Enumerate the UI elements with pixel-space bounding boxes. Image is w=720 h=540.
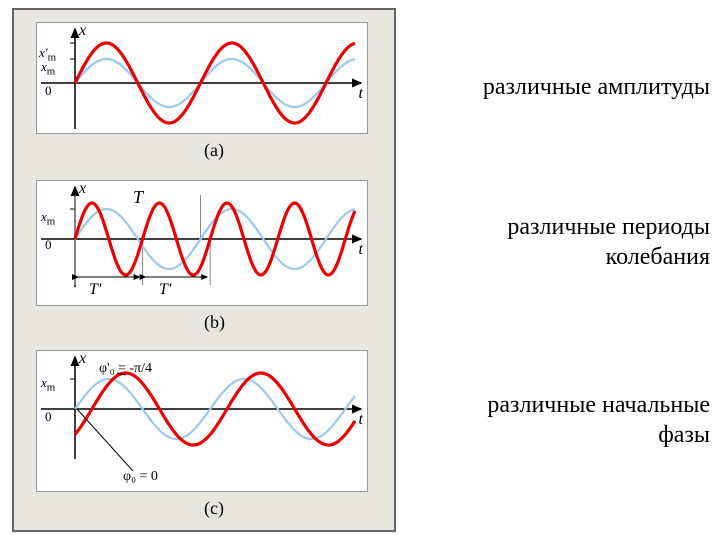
- phi0-label: φ₀ = 0: [123, 469, 158, 485]
- subplot-b-svg: [37, 181, 367, 305]
- subplot-c-svg: [37, 351, 367, 491]
- axis-t-label-a: t: [359, 85, 363, 103]
- xm-c-sub: m: [47, 382, 55, 394]
- period-T-label: T: [133, 187, 143, 208]
- axis-t-label-c: t: [359, 411, 363, 429]
- axis-x-label-a: x: [79, 22, 86, 40]
- label-periods: различные периоды колебания: [507, 212, 710, 272]
- phi0p-label: φ'₀ = -π/4: [99, 361, 152, 377]
- xm-a-sub: m: [47, 66, 55, 78]
- xm-b-sub: m: [47, 216, 55, 228]
- period-Tp-label-2: T': [159, 281, 171, 299]
- subplot-a-svg: [37, 23, 367, 133]
- axis-x-label-b: x: [79, 180, 86, 198]
- caption-c: (c): [204, 498, 224, 519]
- zero-label-a: 0: [45, 83, 52, 99]
- figure-panel: x t 0 xm x'm (a) x t 0 xm T T' T' (b): [12, 8, 396, 532]
- labels-panel: различные амплитуды различные периоды ко…: [396, 0, 716, 540]
- page-container: x t 0 xm x'm (a) x t 0 xm T T' T' (b): [0, 0, 720, 540]
- xm-label-b: xm: [41, 209, 55, 228]
- zero-label-b: 0: [45, 237, 52, 253]
- xpm-a-sub: m: [48, 52, 56, 64]
- period-Tp-label-1: T': [89, 281, 101, 299]
- xpm-a-base: x': [39, 45, 48, 60]
- caption-a: (a): [204, 140, 224, 161]
- subplot-a: x t 0 xm x'm: [36, 22, 368, 134]
- subplot-b: x t 0 xm T T' T': [36, 180, 368, 306]
- axis-t-label-b: t: [359, 241, 363, 259]
- label-amplitudes: различные амплитуды: [483, 72, 710, 102]
- label-phases: различные начальные фазы: [487, 390, 710, 450]
- axis-x-label-c: x: [79, 350, 86, 368]
- zero-label-c: 0: [45, 409, 52, 425]
- xpm-label-a: x'm: [39, 45, 56, 64]
- xm-label-c: xm: [41, 375, 55, 394]
- caption-b: (b): [204, 312, 225, 333]
- subplot-c: x t 0 xm φ'₀ = -π/4 φ₀ = 0: [36, 350, 368, 492]
